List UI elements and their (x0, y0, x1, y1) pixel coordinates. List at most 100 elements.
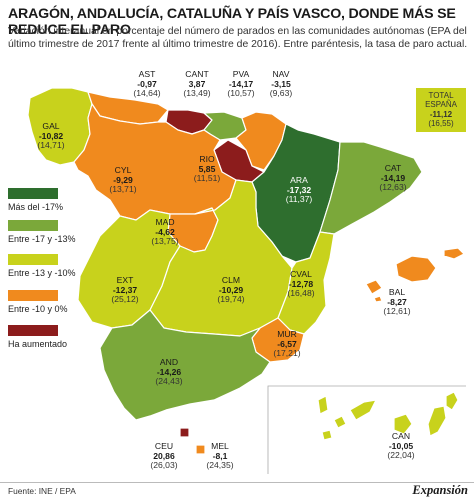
region-can-grancanaria[interactable] (393, 413, 413, 435)
region-can-lapalma[interactable] (317, 395, 329, 415)
label-nav: NAV -3,15 (9,63) (256, 69, 306, 99)
label-can-value: -10,05 (388, 440, 414, 451)
label-and-name: AND (159, 357, 179, 367)
legend-item-more-17: Más del -17% (8, 188, 63, 212)
label-ext-name: EXT (116, 275, 134, 285)
label-cant: CANT 3,87 (13,49) (170, 69, 224, 99)
label-mel-value: -8,1 (212, 450, 228, 461)
legend-label: Ha aumentado (8, 339, 68, 349)
legend-label: Más del -17% (8, 202, 64, 212)
label-clm: CLM -10,29 (19,74) (204, 275, 258, 305)
label-ext: EXT -12,37 (25,12) (98, 275, 152, 305)
total-spain-box: TOTAL ESPAÑA -11,12 (16,55) (416, 88, 466, 132)
label-ceu-value: 20,86 (153, 450, 175, 461)
label-mel: MEL -8,1 (24,35) (202, 441, 238, 471)
region-can-elhierro[interactable] (321, 429, 333, 441)
label-mad-rate: (13,75) (151, 236, 179, 247)
footer-divider (0, 482, 474, 483)
region-can-lagomera[interactable] (333, 415, 347, 429)
region-bal-ibiza[interactable] (365, 279, 383, 295)
region-can-tenerife[interactable] (349, 399, 377, 421)
label-pva: PVA -14,17 (10,57) (214, 69, 268, 99)
label-cval-name: CVAL (290, 269, 312, 279)
brand-logo: Expansión (412, 483, 468, 497)
region-can-lanzarote[interactable] (445, 391, 459, 411)
label-ara-name: ARA (290, 175, 308, 185)
legend-item-increase: Ha aumentado (8, 325, 67, 349)
label-clm-rate: (19,74) (217, 294, 245, 305)
label-nav-rate: (9,63) (269, 88, 293, 99)
label-cval-value: -12,78 (288, 278, 314, 289)
region-cat[interactable] (319, 141, 423, 235)
label-clm-value: -10,29 (218, 284, 244, 295)
label-cant-value: 3,87 (188, 78, 206, 89)
label-and-rate: (24,43) (155, 376, 183, 387)
label-mel-name: MEL (211, 441, 229, 451)
label-clm-name: CLM (221, 275, 241, 285)
legend-item-13-10: Entre -13 y -10% (8, 254, 76, 278)
total-value: -11,12 (429, 109, 453, 119)
label-nav-value: -3,15 (271, 78, 291, 89)
legend-item-17-13: Entre -17 y -13% (8, 220, 76, 244)
region-bal-formentera[interactable] (373, 295, 383, 303)
label-gal: GAL -10,82 (14,71) (26, 121, 76, 151)
legend-item-10-0: Entre -10 y 0% (8, 290, 68, 314)
label-rio: RIO 5,85 (11,51) (182, 154, 232, 184)
label-pva-name: PVA (232, 69, 250, 79)
label-mad: MAD -4,62 (13,75) (138, 217, 192, 247)
label-nav-name: NAV (272, 69, 290, 79)
label-can-name: CAN (391, 431, 411, 441)
label-cat: CAT -14,19 (12,63) (366, 163, 420, 193)
label-ceu-rate: (26,03) (150, 460, 178, 471)
total-line1: TOTAL (428, 91, 454, 100)
label-and: AND -14,26 (24,43) (142, 357, 196, 387)
label-cyl-rate: (13,71) (109, 184, 137, 195)
label-cat-value: -14,19 (380, 172, 406, 183)
label-mur-rate: (17,21) (273, 348, 301, 359)
region-ceu[interactable] (179, 427, 190, 438)
label-cant-rate: (13,49) (183, 88, 211, 99)
label-ast-rate: (14,64) (133, 88, 161, 99)
label-mel-rate: (24,35) (206, 460, 234, 471)
label-ara-value: -17,32 (286, 184, 312, 195)
label-cat-rate: (12,63) (379, 182, 407, 193)
label-cat-name: CAT (384, 163, 402, 173)
label-rio-value: 5,85 (198, 163, 216, 174)
legend-label: Entre -10 y 0% (8, 304, 68, 314)
label-pva-rate: (10,57) (227, 88, 255, 99)
region-bal-menorca[interactable] (443, 247, 465, 260)
label-and-value: -14,26 (156, 366, 182, 377)
label-ara: ARA -17,32 (11,37) (272, 175, 326, 205)
label-cyl-name: CYL (114, 165, 132, 175)
label-can-rate: (22,04) (387, 450, 415, 461)
region-and[interactable] (99, 309, 271, 421)
label-cant-name: CANT (185, 69, 209, 79)
label-bal: BAL -8,27 (12,61) (370, 287, 424, 317)
label-mur-name: MUR (277, 329, 297, 339)
label-mad-value: -4,62 (155, 226, 175, 237)
label-cyl-value: -9,29 (113, 174, 133, 185)
legend-label: Entre -13 y -10% (8, 268, 76, 278)
label-gal-rate: (14,71) (37, 140, 65, 151)
legend-swatch (8, 325, 58, 336)
region-bal-mallorca[interactable] (395, 255, 437, 283)
region-cval[interactable] (277, 231, 335, 335)
legend-swatch (8, 290, 58, 301)
total-line2: ESPAÑA (425, 100, 457, 110)
map-title: ARAGÓN, ANDALUCÍA, CATALUÑA Y PAÍS VASCO… (8, 6, 456, 38)
label-ara-rate: (11,37) (285, 194, 313, 205)
region-pva[interactable] (203, 111, 247, 141)
label-ext-value: -12,37 (112, 284, 138, 295)
label-mur: MUR -6,57 (17,21) (262, 329, 312, 359)
legend-swatch (8, 254, 58, 265)
region-mel[interactable] (195, 444, 206, 455)
label-cval-rate: (16,48) (287, 288, 315, 299)
label-gal-value: -10,82 (38, 130, 64, 141)
total-rate: (16,55) (428, 119, 454, 129)
label-ast-name: AST (138, 69, 156, 79)
region-can-fuerteventura[interactable] (427, 405, 447, 437)
label-rio-name: RIO (199, 154, 215, 164)
label-bal-value: -8,27 (387, 296, 407, 307)
label-bal-name: BAL (388, 287, 406, 297)
